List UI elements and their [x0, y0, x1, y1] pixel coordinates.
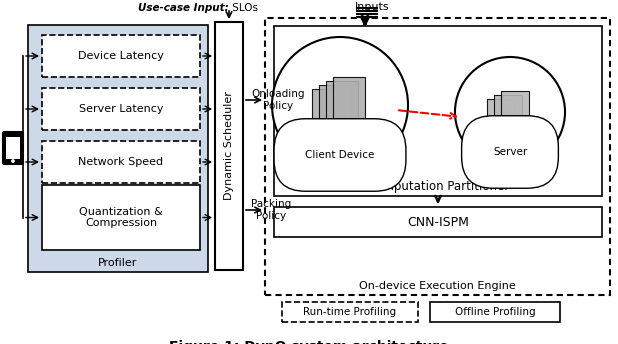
Circle shape — [455, 57, 565, 167]
Text: Run-time Profiling: Run-time Profiling — [303, 307, 397, 317]
FancyBboxPatch shape — [265, 18, 610, 295]
FancyBboxPatch shape — [6, 137, 20, 159]
FancyBboxPatch shape — [274, 26, 602, 196]
Text: Server: Server — [493, 147, 527, 157]
Text: Quantization &
Compression: Quantization & Compression — [79, 207, 163, 228]
Text: Network Speed: Network Speed — [78, 157, 164, 167]
Text: Device Latency: Device Latency — [78, 51, 164, 61]
FancyBboxPatch shape — [311, 89, 344, 131]
Text: Use-case Input:: Use-case Input: — [138, 3, 229, 13]
Text: Profiler: Profiler — [98, 258, 138, 268]
FancyBboxPatch shape — [430, 302, 560, 322]
FancyBboxPatch shape — [332, 77, 365, 119]
Text: Server Latency: Server Latency — [78, 104, 163, 114]
FancyBboxPatch shape — [42, 35, 200, 77]
FancyBboxPatch shape — [3, 132, 23, 164]
Text: Computation Partitioner: Computation Partitioner — [367, 180, 509, 193]
Text: On-device Execution Engine: On-device Execution Engine — [359, 281, 516, 291]
Circle shape — [12, 160, 14, 162]
FancyBboxPatch shape — [42, 185, 200, 250]
Text: Inputs: Inputs — [355, 2, 389, 12]
Text: Dynamic Scheduler: Dynamic Scheduler — [224, 92, 234, 201]
FancyBboxPatch shape — [501, 91, 529, 127]
FancyBboxPatch shape — [42, 88, 200, 130]
Text: Packing
Policy: Packing Policy — [251, 199, 291, 221]
FancyBboxPatch shape — [326, 81, 357, 123]
Text: Figure 1: DynO system architecture: Figure 1: DynO system architecture — [169, 340, 449, 344]
Text: Offline Profiling: Offline Profiling — [455, 307, 535, 317]
FancyBboxPatch shape — [487, 99, 515, 135]
Text: Client Device: Client Device — [305, 150, 375, 160]
FancyBboxPatch shape — [215, 22, 243, 270]
FancyBboxPatch shape — [274, 207, 602, 237]
FancyBboxPatch shape — [282, 302, 418, 322]
Circle shape — [272, 37, 408, 173]
FancyBboxPatch shape — [318, 85, 350, 127]
FancyBboxPatch shape — [28, 25, 208, 272]
Text: CNN-ISPM: CNN-ISPM — [407, 215, 469, 228]
FancyBboxPatch shape — [494, 95, 522, 131]
Text: SLOs: SLOs — [229, 3, 258, 13]
FancyBboxPatch shape — [42, 141, 200, 183]
Text: Onloading
Policy: Onloading Policy — [251, 89, 305, 111]
